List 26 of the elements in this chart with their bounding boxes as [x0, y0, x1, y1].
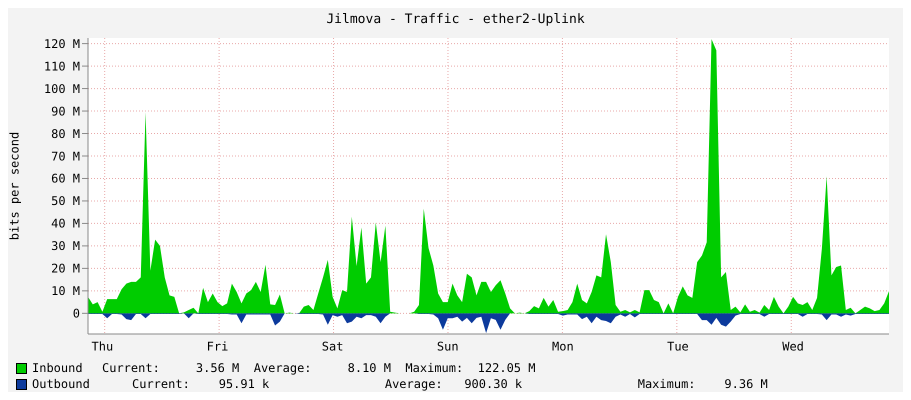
x-tick-label: Thu [92, 340, 114, 354]
x-tick-label: Wed [782, 340, 804, 354]
x-tick-label: Sat [322, 340, 344, 354]
y-tick-label: 90 M [51, 104, 80, 118]
x-tick-label: Tue [667, 340, 689, 354]
y-tick-label: 120 M [44, 36, 80, 51]
text: Current: 95.91 k Average: 900.30 k Maximum: 9.36 M [132, 377, 768, 391]
y-tick-label: 60 M [51, 172, 80, 186]
text: Current: 3.56 M Average: 8.10 M Maximum: 122.05 M [102, 361, 536, 375]
legend-label: Outbound [32, 377, 91, 391]
y-tick-label: 110 M [44, 59, 80, 74]
y-tick-label: 40 M [51, 216, 80, 231]
x-tick-label: Mon [552, 340, 574, 354]
y-tick-label: 50 M [51, 194, 80, 208]
y-tick-label: 0 [72, 306, 80, 321]
y-tick-label: 70 M [51, 149, 80, 164]
x-tick-label: Fri [206, 340, 228, 354]
y-axis-title: bits per second [7, 132, 22, 240]
chart-title: Jilmova - Traffic - ether2-Uplink [325, 11, 586, 29]
x-tick-label: Sun [436, 340, 459, 354]
y-tick-label: 100 M [44, 82, 80, 96]
legend-label: Inbound [32, 361, 84, 375]
y-tick-label: 30 M [51, 239, 80, 254]
y-tick-label: 80 M [51, 126, 80, 141]
y-tick-label: 20 M [51, 262, 80, 276]
y-tick-label: 10 M [51, 284, 80, 298]
